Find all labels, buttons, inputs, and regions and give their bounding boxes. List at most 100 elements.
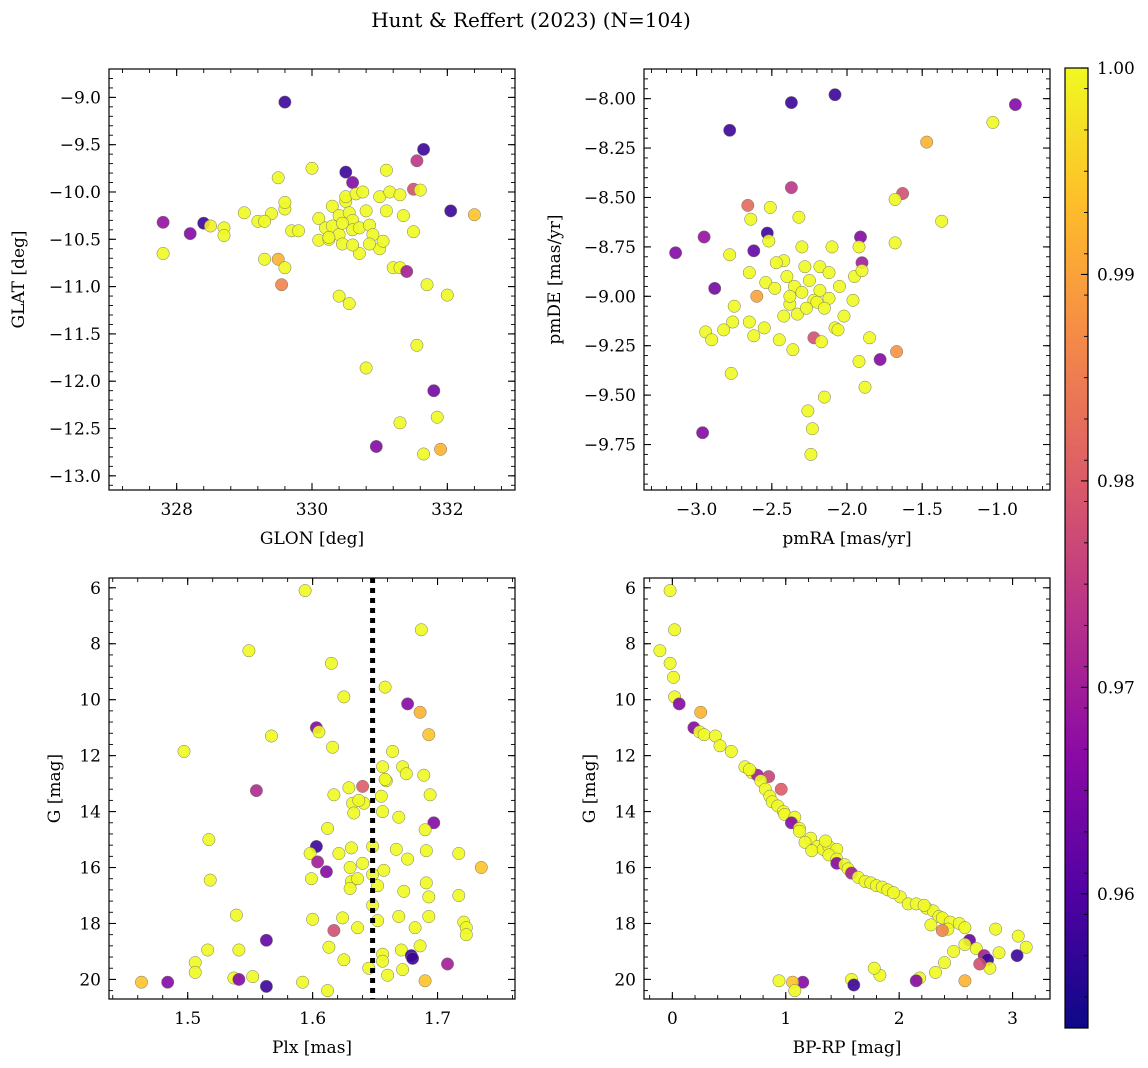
y-tick-label: −9.5 [60,136,101,156]
data-point [958,974,972,988]
data-point [887,886,900,900]
data-point [668,623,682,637]
data-point [727,299,741,313]
x-tick-label: 1.5 [174,1009,201,1029]
data-point [376,805,390,819]
x-tick-label: −1.5 [902,500,943,520]
data-point [798,260,812,274]
data-point [249,784,263,798]
y-tick-label: −11.5 [49,325,101,345]
data-point [852,240,866,254]
x-tick-label: −2.5 [751,500,792,520]
y-tick-label: 18 [614,914,636,934]
x-tick-label: 2 [894,1009,905,1029]
data-point [217,229,231,242]
data-point [319,865,333,879]
data-point [417,768,431,782]
data-point [697,230,711,244]
colorbar-tick-label: 0.99 [1097,265,1135,285]
data-point [852,355,866,368]
axes-frame [643,577,1051,1000]
data-point [769,256,783,270]
data-point [788,984,802,998]
y-axis-label: G [mag] [580,754,600,823]
data-point [763,200,777,214]
data-point [393,416,407,430]
data-point [958,938,972,951]
data-point [802,274,816,287]
y-tick-label: −9.0 [60,88,101,108]
data-point [346,176,360,189]
data-point [376,234,390,248]
x-tick-label: 328 [160,500,192,520]
data-point [413,183,427,197]
data-point [306,912,320,926]
y-tick-label: −9.50 [584,386,636,406]
data-point [1019,940,1033,954]
y-tick-label: 10 [79,691,101,711]
data-point [378,772,392,786]
data-point [1011,929,1025,943]
y-tick-label: −10.0 [49,183,101,203]
data-point [336,911,350,925]
data-point [663,584,677,598]
data-point [356,856,370,870]
y-axis-label: G [mag] [45,754,65,823]
data-point [784,96,798,110]
y-tick-label: 20 [614,970,636,990]
figure-title: Hunt & Reffert (2023) (N=104) [371,8,691,32]
data-point [958,921,972,935]
data-point [242,644,256,658]
data-point [394,943,408,957]
data-point [813,260,827,274]
data-point [406,951,420,965]
data-point [408,921,422,935]
x-axis-label: pmRA [mas/yr] [782,529,911,549]
data-point [742,315,756,329]
data-point [332,289,346,303]
y-tick-label: 8 [90,635,101,655]
data-point [795,240,809,254]
x-tick-label: −2.0 [826,500,867,520]
data-point [441,957,454,971]
data-point [369,440,383,453]
data-point [392,910,406,923]
data-point [747,244,761,258]
data-point [204,219,217,233]
data-point [759,276,773,289]
data-point [296,975,310,989]
data-point [422,728,436,742]
data-point [135,975,148,989]
data-point [183,227,197,241]
data-point [246,970,260,984]
data-point [359,361,373,375]
data-point [407,225,420,239]
data-point [343,882,357,895]
data-point [232,943,246,957]
x-tick-label: 1 [780,1009,791,1029]
data-point [427,384,441,398]
data-point [741,198,755,212]
data-point [342,781,356,795]
data-point [399,767,413,781]
data-point [304,872,318,886]
data-point [311,855,325,869]
data-point [795,285,809,299]
data-point [846,293,860,307]
panel-glon-glat: 328 330 332 −13.0 −12.5 −12.0 −11.5 −11.0 −10.5 −… [9,68,516,549]
data-point [379,204,393,218]
data-point [417,142,431,156]
data-point [828,88,842,102]
data-point [377,863,391,877]
y-tick-label: −12.0 [49,372,101,392]
data-point [452,889,466,902]
data-point [724,366,738,380]
y-tick-label: 12 [614,747,636,767]
data-point [768,281,782,295]
data-point [792,824,806,838]
data-point [389,842,403,856]
data-point [346,238,360,252]
data-point [792,210,806,224]
data-point [275,278,289,292]
